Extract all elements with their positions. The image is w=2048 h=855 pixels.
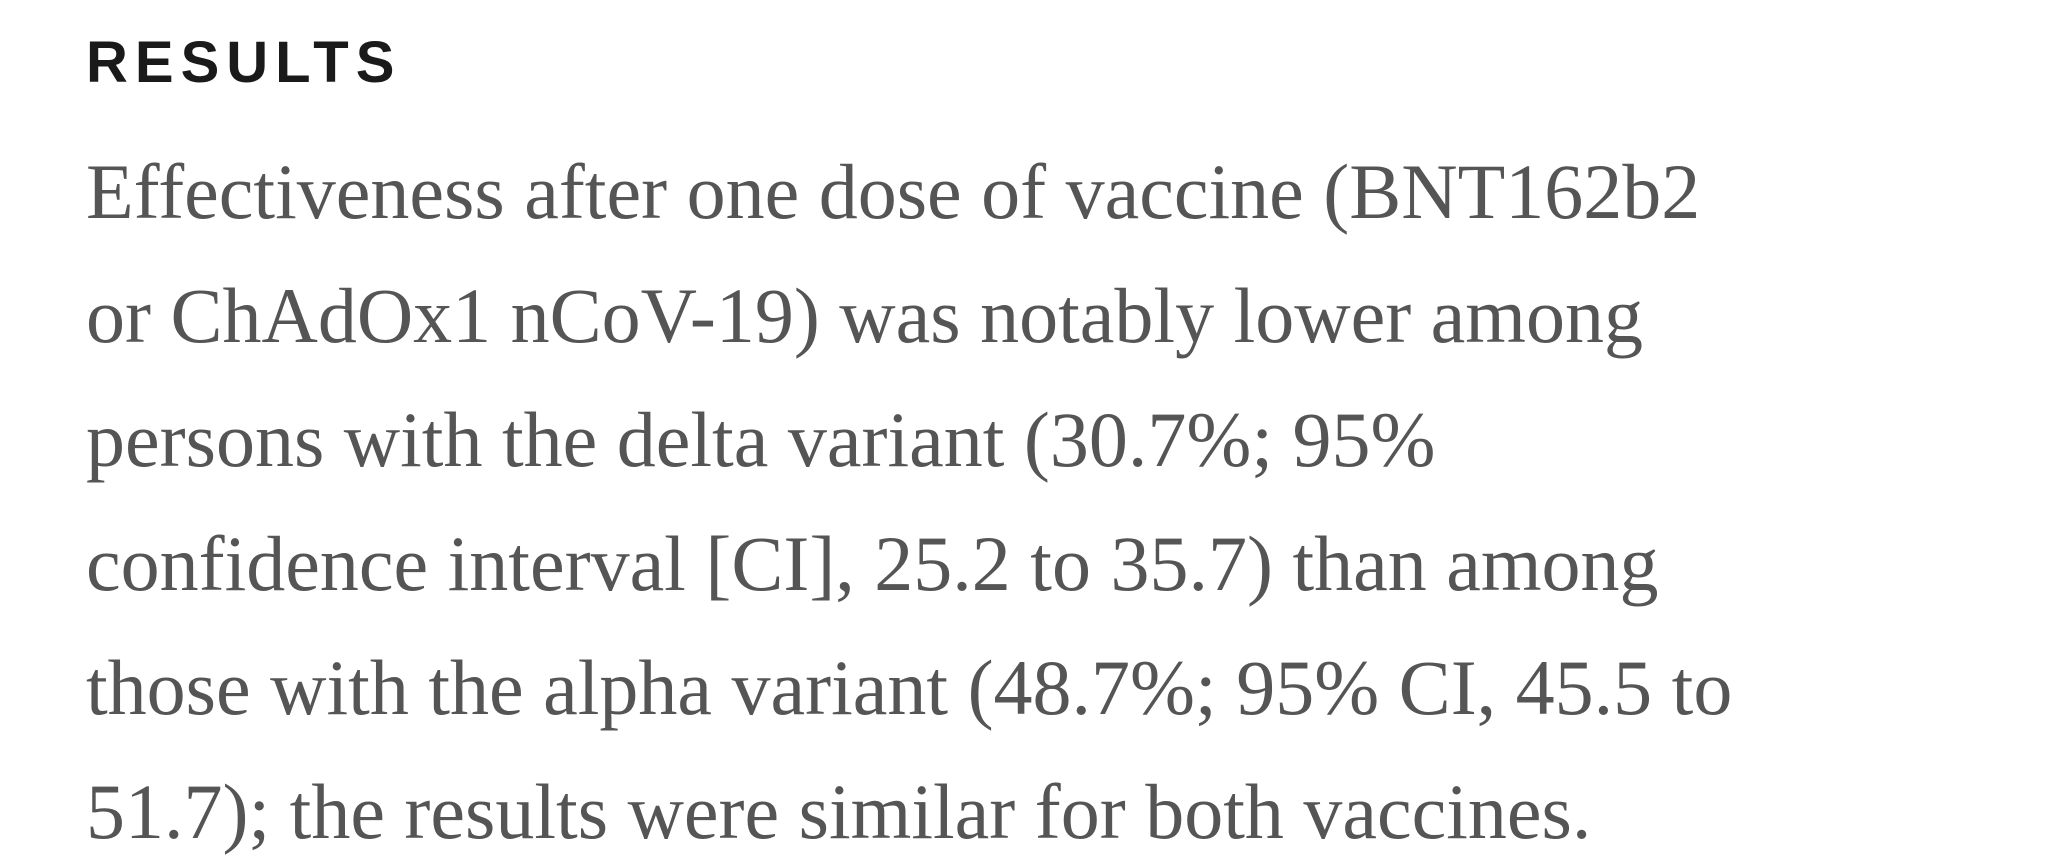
text-line: those with the alpha variant (48.7%; 95%… [86, 644, 1733, 731]
text-line: or ChAdOx1 nCoV-19) was notably lower am… [86, 272, 1643, 359]
text-line: 51.7); the results were similar for both… [86, 768, 1592, 855]
text-line: persons with the delta variant (30.7%; 9… [86, 396, 1436, 483]
section-heading: RESULTS [86, 30, 402, 95]
text-line: Effectiveness after one dose of vaccine … [86, 148, 1701, 235]
text-line: confidence interval [CI], 25.2 to 35.7) … [86, 520, 1659, 607]
paragraph: Effectiveness after one dose of vaccine … [86, 130, 2036, 855]
